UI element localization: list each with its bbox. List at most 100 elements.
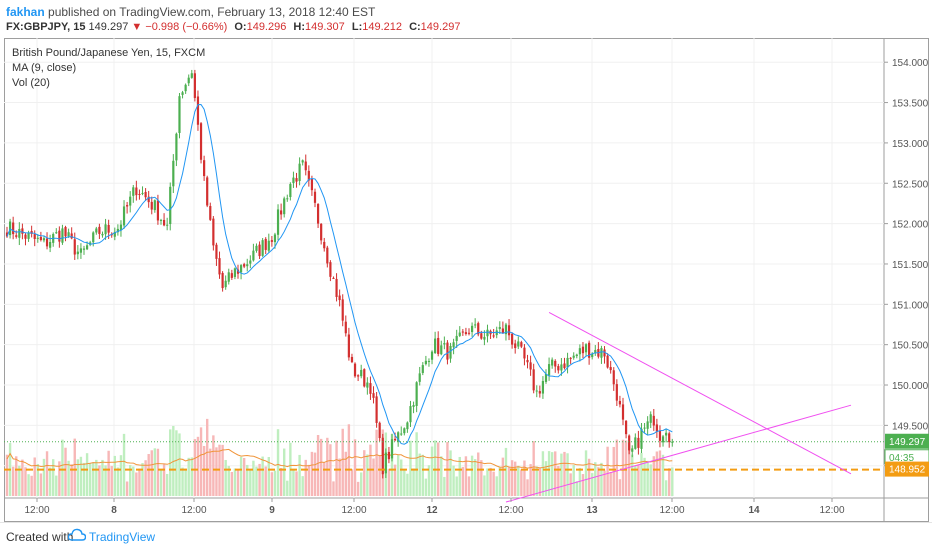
candle-body bbox=[184, 84, 187, 92]
candle-body bbox=[507, 325, 511, 336]
candle-body bbox=[132, 187, 135, 196]
candle-body bbox=[33, 234, 36, 239]
volume-bar bbox=[492, 471, 495, 496]
volume-bar bbox=[557, 466, 560, 496]
candle-body bbox=[67, 232, 70, 237]
candle-body bbox=[24, 234, 27, 239]
volume-bar bbox=[159, 469, 163, 496]
close-value: 149.297 bbox=[420, 21, 461, 33]
candle-body bbox=[243, 264, 246, 267]
candle-body bbox=[588, 342, 591, 358]
candle-body bbox=[424, 360, 427, 365]
candle-body bbox=[30, 230, 33, 234]
tradingview-cloud-icon[interactable] bbox=[67, 528, 87, 547]
volume-bar bbox=[569, 473, 572, 496]
chart-area[interactable]: 154.000 153.500 153.000 152.500 152.000 151.5… bbox=[4, 38, 930, 522]
price-axis[interactable]: 154.000 153.500 153.000 152.500 152.000 151.5… bbox=[884, 58, 929, 473]
candle-body bbox=[393, 438, 397, 441]
volume-bar bbox=[116, 467, 120, 496]
volume-bar bbox=[242, 457, 246, 496]
volume-bar bbox=[110, 466, 113, 496]
candle-body bbox=[12, 222, 15, 235]
legend-vol: Vol (20) bbox=[12, 77, 50, 89]
volume-bar bbox=[467, 476, 471, 496]
volume-bar bbox=[125, 481, 129, 496]
chart-legend: British Pound/Japanese Yen, 15, FXCM MA … bbox=[12, 47, 205, 89]
candle-body bbox=[440, 345, 443, 355]
volume-bar bbox=[119, 455, 123, 496]
candle-body bbox=[196, 96, 200, 125]
volume-bar bbox=[575, 481, 578, 496]
candle-body bbox=[671, 441, 674, 443]
volume-bar bbox=[261, 456, 264, 496]
trendline-lower bbox=[505, 404, 852, 503]
candle-body bbox=[175, 133, 178, 161]
candle-body bbox=[206, 177, 209, 206]
volume-bar bbox=[572, 465, 575, 496]
volume-bar bbox=[88, 462, 92, 496]
candle-body bbox=[341, 299, 344, 321]
volume-bar bbox=[104, 465, 107, 496]
candle-body bbox=[631, 448, 634, 452]
candle-body bbox=[92, 232, 95, 243]
volume-bar bbox=[298, 454, 301, 496]
low-value: 149.212 bbox=[362, 21, 402, 33]
candle-body bbox=[301, 160, 304, 163]
volume-bar bbox=[661, 454, 665, 496]
tradingview-link[interactable]: TradingView bbox=[89, 530, 156, 544]
candle-body bbox=[529, 362, 532, 370]
y-tick-label: 153.000 bbox=[892, 139, 929, 150]
candle-body bbox=[187, 77, 190, 84]
volume-bar bbox=[393, 464, 397, 496]
volume-bar bbox=[332, 481, 335, 496]
volume-bar bbox=[58, 461, 61, 496]
volume-bar bbox=[326, 437, 329, 496]
price-chart[interactable]: 154.000 153.500 153.000 152.500 152.000 151.5… bbox=[4, 38, 930, 522]
volume-bar bbox=[316, 434, 320, 496]
candle-body bbox=[541, 381, 545, 394]
candle-body bbox=[618, 400, 622, 405]
volume-bar bbox=[544, 461, 548, 496]
volume-bar bbox=[122, 433, 126, 496]
volume-bar bbox=[671, 467, 674, 496]
volume-bar bbox=[129, 465, 132, 496]
x-tick-label: 12:00 bbox=[659, 505, 684, 516]
candle-body bbox=[566, 357, 569, 368]
volume-bar bbox=[640, 452, 643, 496]
volume-bar bbox=[477, 452, 480, 496]
candle-body bbox=[455, 335, 458, 341]
volume-bar bbox=[578, 467, 582, 496]
y-tick-label: 150.500 bbox=[892, 341, 929, 352]
volume-bar bbox=[295, 471, 298, 496]
high-label: H: bbox=[293, 21, 306, 33]
volume-bar bbox=[15, 456, 18, 496]
volume-bar bbox=[199, 427, 203, 496]
author-link[interactable]: fakhan bbox=[6, 5, 45, 19]
candle-body bbox=[55, 232, 58, 234]
candle-body bbox=[249, 260, 252, 264]
candle-body bbox=[637, 437, 640, 448]
candle-body bbox=[400, 433, 403, 435]
volume-ma-line bbox=[6, 448, 673, 469]
volume-bar bbox=[162, 464, 166, 496]
candle-body bbox=[79, 248, 83, 253]
candle-body bbox=[661, 436, 665, 443]
candle-body bbox=[159, 219, 163, 221]
candle-body bbox=[511, 333, 514, 345]
x-tick-label: 14 bbox=[748, 505, 760, 516]
candle-body bbox=[326, 247, 329, 264]
candle-body bbox=[335, 278, 338, 297]
candle-body bbox=[267, 240, 270, 251]
candle-body bbox=[153, 200, 156, 211]
quote-line: FX:GBPJPY, 15 149.297 ▼ −0.998 (−0.66%) … bbox=[6, 21, 460, 33]
candle-body bbox=[39, 236, 42, 241]
y-tick-label: 150.000 bbox=[892, 381, 929, 392]
y-tick-label: 153.500 bbox=[892, 99, 929, 110]
candle-body bbox=[246, 264, 249, 267]
candle-body bbox=[289, 184, 292, 198]
volume-bar bbox=[655, 451, 659, 496]
candle-body bbox=[406, 422, 409, 430]
volume-bar bbox=[5, 454, 9, 496]
time-axis[interactable]: 12:00 8 12:00 9 12:00 12 12:00 13 12:00 14 12:00 bbox=[24, 498, 845, 516]
candle-body bbox=[461, 331, 464, 333]
